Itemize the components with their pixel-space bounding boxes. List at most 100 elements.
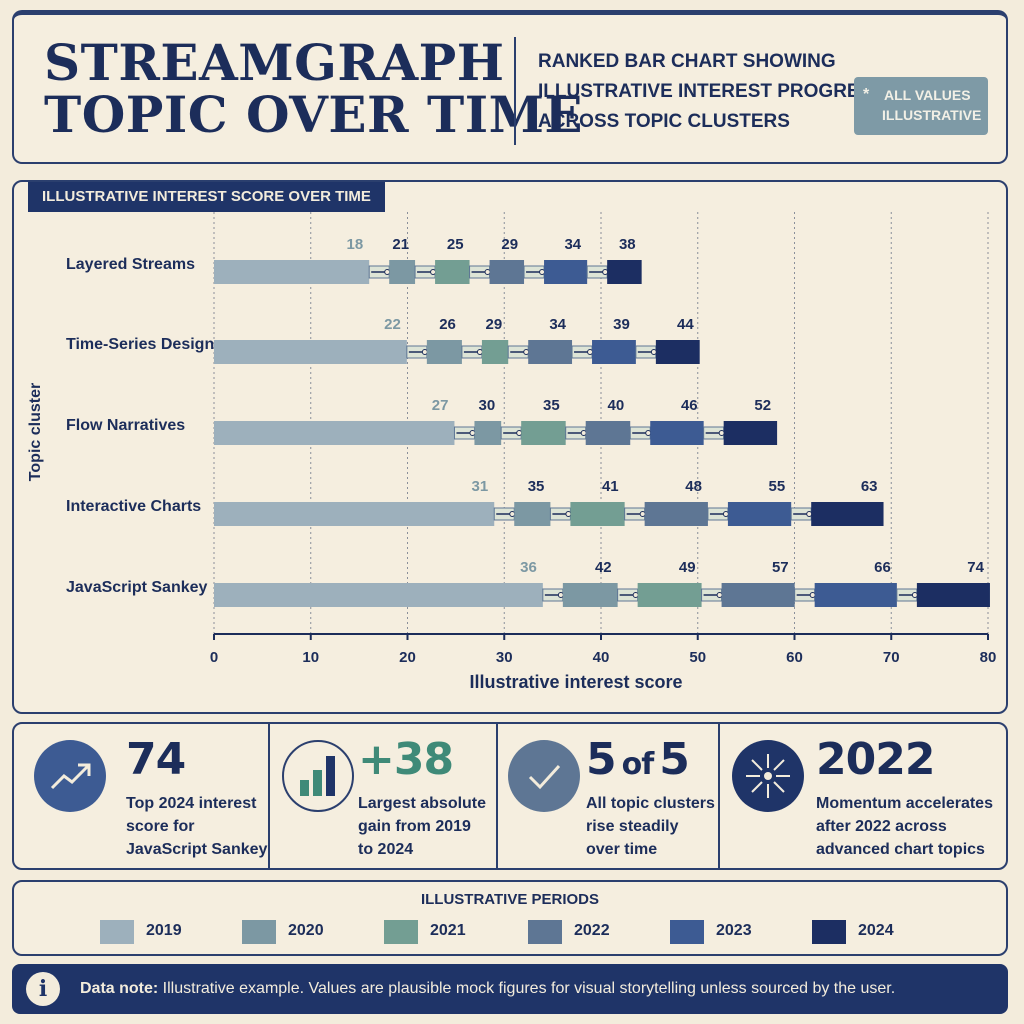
- data-label: 46: [681, 397, 698, 414]
- stat-value-end: 5: [659, 734, 690, 785]
- connector-dot: [557, 592, 564, 598]
- stat-value: 2022: [816, 734, 935, 785]
- connector-dot: [718, 430, 725, 436]
- x-tick-label: 60: [786, 649, 803, 666]
- info-icon: i: [26, 972, 60, 1006]
- connector-dot: [716, 592, 723, 598]
- legend-label: 2021: [430, 922, 466, 939]
- stat-desc: All topic clusters rise steadily over ti…: [586, 795, 715, 858]
- x-tick-label: 0: [210, 649, 218, 666]
- connector-dot: [484, 269, 491, 275]
- stat-value: 74: [126, 734, 186, 785]
- bar-segment: [727, 502, 792, 526]
- data-label: 40: [608, 397, 625, 414]
- stat-momentum: 2022 Momentum accelerates after 2022 acr…: [720, 724, 1006, 868]
- x-tick-label: 40: [593, 649, 610, 666]
- category-label: Interactive Charts: [66, 498, 201, 515]
- bar-segment: [570, 502, 625, 526]
- bar-segment: [723, 421, 778, 445]
- data-label: 49: [679, 559, 696, 576]
- stat-divider: [496, 724, 498, 868]
- data-label: 74: [967, 559, 984, 576]
- legend-swatch: [100, 920, 134, 944]
- subtitle-line-2: ILLUSTRATIVE INTEREST PROGRESS: [538, 81, 885, 102]
- stat-desc: Top 2024 interest score for JavaScript S…: [126, 795, 268, 858]
- illustrative-badge: * ALL VALUES ILLUSTRATIVE: [854, 77, 988, 135]
- stats-panel: 74 Top 2024 interest score for JavaScrip…: [12, 722, 1008, 870]
- legend-label: 2022: [574, 922, 610, 939]
- x-tick-label: 10: [302, 649, 319, 666]
- data-label: 29: [501, 236, 518, 253]
- legend-swatch: [384, 920, 418, 944]
- bar-segment: [521, 421, 566, 445]
- asterisk-icon: *: [863, 86, 870, 103]
- bar-segment: [214, 260, 370, 284]
- data-label: 42: [595, 559, 612, 576]
- category-label: Layered Streams: [66, 256, 195, 273]
- bar-segment: [916, 583, 990, 607]
- data-label: 35: [543, 397, 560, 414]
- bar-segment: [481, 340, 509, 364]
- legend-title: ILLUSTRATIVE PERIODS: [420, 891, 600, 908]
- bar-segment: [607, 260, 642, 284]
- legend-swatch: [812, 920, 846, 944]
- data-label: 34: [549, 316, 566, 333]
- data-label: 26: [439, 316, 456, 333]
- bar-segment: [585, 421, 631, 445]
- data-label: 31: [472, 478, 489, 495]
- trend-up-icon: [34, 740, 106, 812]
- data-label: 27: [432, 397, 449, 414]
- header-divider: [514, 37, 516, 145]
- stat-value-of: of: [621, 747, 655, 782]
- connector-dot: [565, 511, 572, 517]
- category-label: Flow Narratives: [66, 417, 185, 434]
- x-tick-label: 30: [496, 649, 513, 666]
- category-label: JavaScript Sankey: [66, 579, 208, 596]
- connector-dot: [809, 592, 816, 598]
- connector-dot: [421, 349, 428, 355]
- bar-chart: 0 10 20 30 40 50 60 70 80 Illustrative interest s…: [27, 212, 997, 692]
- check-icon: [508, 740, 580, 812]
- data-label: 21: [392, 236, 409, 253]
- connector-dot: [523, 349, 530, 355]
- data-label: 63: [861, 478, 878, 495]
- stat-value: 5 of 5: [586, 734, 690, 785]
- page-title: STREAMGRAPH TOPIC OVER TIME: [44, 37, 583, 141]
- header-panel: STREAMGRAPH TOPIC OVER TIME RANKED BAR C…: [12, 10, 1008, 164]
- connector-dot: [430, 269, 437, 275]
- connector-dot: [645, 430, 652, 436]
- burst-icon: [732, 740, 804, 812]
- x-axis-label: Illustrative interest score: [469, 672, 682, 692]
- stat-desc: Momentum accelerates after 2022 across a…: [816, 795, 993, 858]
- y-axis-label: Topic cluster: [27, 383, 44, 481]
- bar-segment: [214, 502, 495, 526]
- stat-top-score: 74 Top 2024 interest score for JavaScrip…: [14, 724, 268, 868]
- subtitle-line-3: ACROSS TOPIC CLUSTERS: [538, 111, 790, 132]
- bar-segment: [389, 260, 416, 284]
- bar-segment: [721, 583, 795, 607]
- connector-dot: [580, 430, 587, 436]
- connector-dot: [469, 430, 476, 436]
- x-tick-label: 20: [399, 649, 416, 666]
- subtitle-line-1: RANKED BAR CHART SHOWING: [538, 51, 836, 72]
- x-tick-label: 80: [980, 649, 997, 666]
- bar-segment: [592, 340, 636, 364]
- bar-segment: [637, 583, 702, 607]
- connector-dot: [911, 592, 918, 598]
- bar-segment: [814, 583, 897, 607]
- stat-divider: [718, 724, 720, 868]
- data-label: 18: [347, 236, 364, 253]
- data-label: 30: [478, 397, 495, 414]
- connector-dot: [476, 349, 483, 355]
- legend-swatch: [242, 920, 276, 944]
- data-label: 38: [619, 236, 636, 253]
- legend-swatch: [528, 920, 562, 944]
- data-label: 22: [384, 316, 401, 333]
- legend-label: 2020: [288, 922, 324, 939]
- bar-segment: [644, 502, 708, 526]
- connector-dot: [650, 349, 657, 355]
- legend-label: 2019: [146, 922, 182, 939]
- data-label: 66: [874, 559, 891, 576]
- data-note-banner: i Data note: Illustrative example. Value…: [12, 964, 1008, 1014]
- bar-segment: [528, 340, 573, 364]
